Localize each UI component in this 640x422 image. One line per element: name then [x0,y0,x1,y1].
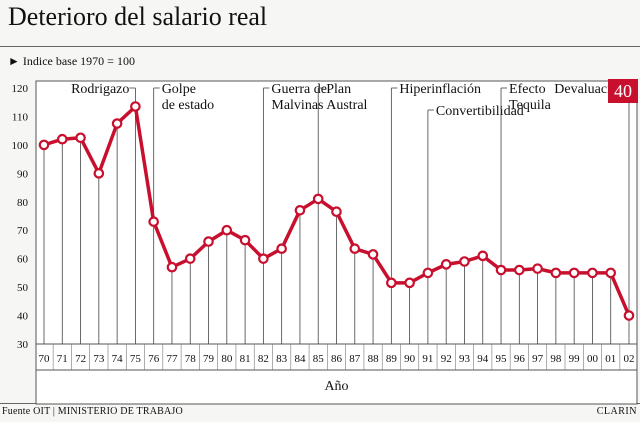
data-point [239,234,251,246]
data-point [532,263,543,274]
x-tick-label: 89 [386,353,398,365]
data-point [623,310,635,321]
data-point [605,267,617,279]
x-tick-label: 82 [258,353,269,365]
data-point [203,236,214,247]
data-point [386,277,397,289]
data-point [440,259,452,270]
data-point [312,193,324,205]
data-point [367,249,379,260]
x-tick-label: 02 [624,353,635,365]
event-annotation: Efecto [509,82,546,97]
data-point [331,206,342,218]
event-annotation: Golpe [162,82,196,97]
chart-subtitle: ► Indice base 1970 = 100 [8,54,135,68]
data-point [111,118,123,129]
top-divider [0,46,640,47]
x-tick-label: 83 [276,353,288,365]
x-tick-label: 97 [532,353,544,365]
x-tick-label: 72 [75,353,86,365]
data-point [349,243,361,255]
event-annotation: Plan [326,82,351,97]
data-point [93,168,105,179]
brand-credit: CLARIN [596,406,637,417]
x-tick-label: 85 [313,353,325,365]
x-tick-label: 99 [569,353,581,365]
x-tick-label: 90 [404,353,416,365]
y-tick-label: 120 [12,83,29,95]
data-point [459,256,470,267]
event-annotation: Rodrigazo [71,82,129,97]
data-point [221,224,233,236]
event-annotation: Guerra de [271,82,327,97]
x-tick-label: 80 [221,353,233,365]
y-tick-label: 80 [17,197,29,209]
x-tick-label: 93 [459,353,471,365]
data-point [477,250,489,262]
data-point [422,267,434,279]
x-tick-label: 84 [294,353,306,365]
x-tick-label: 75 [130,353,142,365]
x-tick-label: 78 [185,353,197,365]
data-point [294,205,306,216]
data-point [130,101,141,112]
x-tick-label: 81 [240,353,251,365]
y-tick-label: 90 [17,168,29,180]
x-tick-label: 86 [331,353,343,365]
data-point [550,267,562,279]
y-tick-label: 30 [17,339,29,351]
event-annotation: Convertibilidad [436,104,524,119]
y-tick-label: 40 [17,311,29,323]
event-annotation: Devaluación [554,82,625,97]
x-tick-label: 96 [514,353,526,365]
x-tick-label: 79 [203,353,215,365]
highlight-value-box [608,79,638,103]
x-tick-label: 92 [441,353,452,365]
data-point [166,261,178,273]
x-tick-label: 71 [57,353,68,365]
x-tick-label: 95 [496,353,508,365]
data-point [276,243,287,255]
event-annotation: Malvinas [271,98,323,113]
data-point [495,264,507,276]
data-point [514,264,525,276]
y-tick-label: 70 [17,225,29,237]
x-tick-label: 74 [112,353,124,365]
data-point [587,267,598,279]
event-annotation: Austral [326,98,367,113]
data-point [75,132,86,144]
x-tick-label: 94 [477,353,489,365]
x-tick-label: 91 [422,353,433,365]
data-point [56,133,68,145]
y-tick-label: 60 [17,254,29,266]
data-point [258,253,269,264]
data-point [568,267,580,279]
x-tick-label: 87 [349,353,361,365]
x-tick-label: 76 [148,353,160,365]
data-point [148,216,159,227]
x-tick-label: 70 [39,353,51,365]
event-annotation: de estado [162,98,214,113]
data-point [404,277,415,289]
highlight-value-label: 40 [614,81,632,101]
x-tick-label: 88 [368,353,380,365]
x-axis-title: Año [324,379,348,394]
data-point [38,139,50,151]
x-tick-label: 77 [166,353,178,365]
x-tick-label: 01 [605,353,616,365]
x-tick-label: 00 [587,353,599,365]
chart-title: Deterioro del salario real [8,2,268,31]
y-tick-label: 100 [12,140,29,152]
source-credit: Fuente OIT | MINISTERIO DE TRABAJO [2,406,183,417]
x-tick-label: 98 [550,353,562,365]
event-annotation: Tequila [509,98,552,113]
y-tick-label: 50 [17,282,29,294]
event-annotation: Hiperinflación [399,82,481,97]
x-tick-label: 73 [93,353,105,365]
data-point [184,253,196,264]
y-tick-label: 110 [12,111,29,123]
